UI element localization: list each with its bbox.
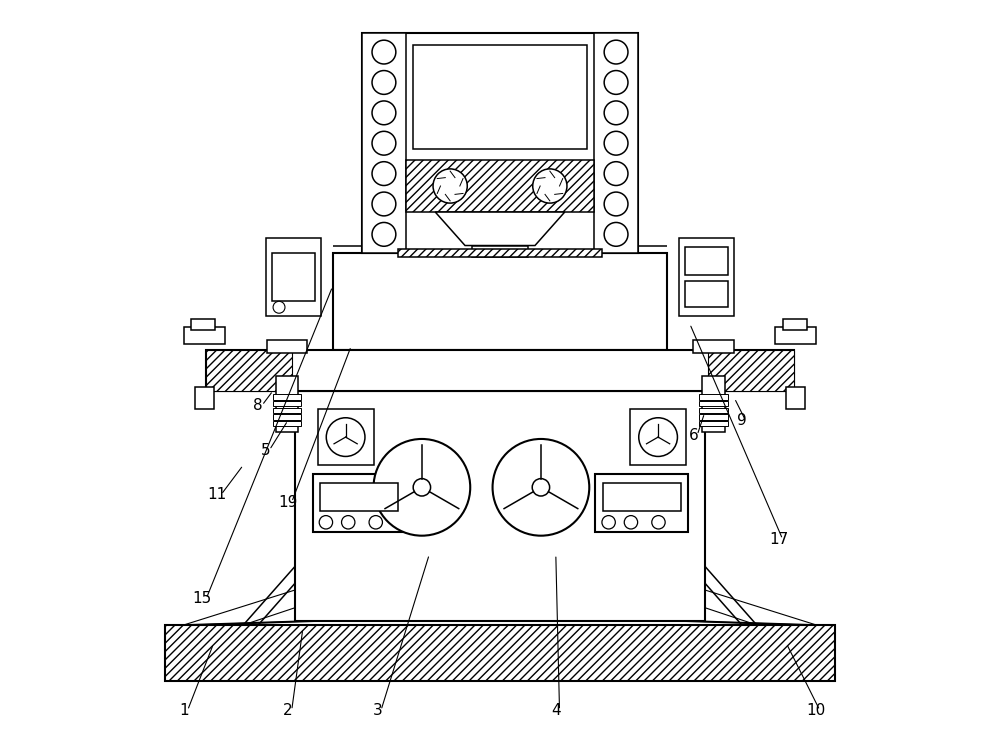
Bar [333, 253, 667, 350]
Circle shape [372, 40, 396, 64]
Bar [195, 387, 214, 409]
Bar [165, 625, 835, 681]
Bar [206, 350, 794, 391]
Circle shape [532, 478, 550, 496]
Circle shape [604, 101, 628, 125]
Bar [702, 376, 725, 432]
Circle shape [273, 301, 285, 313]
Bar [362, 33, 638, 253]
Text: 15: 15 [193, 591, 212, 606]
Bar [266, 238, 321, 316]
Text: 1: 1 [179, 703, 189, 718]
Bar [594, 33, 638, 253]
Polygon shape [435, 212, 565, 246]
Bar [267, 340, 307, 353]
Bar [273, 414, 301, 420]
Bar [273, 408, 301, 413]
Bar [406, 160, 594, 212]
Bar [272, 253, 315, 301]
Circle shape [326, 418, 365, 456]
Bar [276, 376, 298, 432]
Bar [603, 483, 681, 511]
Bar [398, 249, 602, 257]
Bar [630, 409, 686, 465]
Circle shape [372, 101, 396, 125]
Bar [206, 350, 292, 391]
Bar [786, 387, 805, 409]
Text: 17: 17 [769, 532, 789, 547]
Circle shape [342, 516, 355, 529]
Text: 9: 9 [737, 413, 747, 428]
Circle shape [319, 516, 333, 529]
Bar [313, 474, 406, 532]
Circle shape [372, 161, 396, 185]
Circle shape [604, 71, 628, 94]
Bar [273, 401, 301, 406]
Circle shape [624, 516, 638, 529]
Circle shape [372, 71, 396, 94]
Circle shape [604, 161, 628, 185]
Text: 5: 5 [261, 443, 270, 458]
Bar [320, 483, 398, 511]
Circle shape [639, 418, 677, 456]
Bar [708, 350, 794, 391]
Circle shape [372, 222, 396, 246]
Text: 2: 2 [283, 703, 293, 718]
Text: 10: 10 [807, 703, 826, 718]
Bar [472, 246, 528, 257]
Text: 19: 19 [278, 495, 298, 510]
Circle shape [604, 192, 628, 216]
Bar [783, 319, 807, 330]
Circle shape [369, 516, 382, 529]
Bar [699, 408, 728, 413]
Bar [318, 409, 374, 465]
Bar [273, 394, 301, 400]
Bar [775, 327, 816, 344]
Circle shape [604, 40, 628, 64]
Circle shape [493, 439, 589, 536]
Bar [693, 340, 734, 353]
Text: 8: 8 [253, 398, 263, 413]
Circle shape [372, 131, 396, 155]
Text: 11: 11 [208, 487, 227, 502]
Bar [699, 401, 728, 406]
Circle shape [374, 439, 470, 536]
Bar [295, 391, 705, 621]
Text: 4: 4 [551, 703, 561, 718]
Circle shape [433, 169, 467, 203]
Text: 3: 3 [372, 703, 382, 718]
Circle shape [533, 169, 567, 203]
Circle shape [372, 192, 396, 216]
Text: 6: 6 [689, 428, 698, 443]
Circle shape [413, 478, 431, 496]
Circle shape [604, 222, 628, 246]
Bar [699, 421, 728, 426]
Bar [685, 281, 728, 307]
Bar [184, 327, 225, 344]
Bar [273, 421, 301, 426]
Bar [679, 238, 734, 316]
Circle shape [604, 131, 628, 155]
Bar [699, 394, 728, 400]
Bar [595, 474, 688, 532]
Bar [699, 414, 728, 420]
Bar [413, 45, 587, 149]
Circle shape [652, 516, 665, 529]
Bar [191, 319, 215, 330]
Bar [685, 247, 728, 275]
Bar [362, 33, 406, 253]
Circle shape [602, 516, 615, 529]
